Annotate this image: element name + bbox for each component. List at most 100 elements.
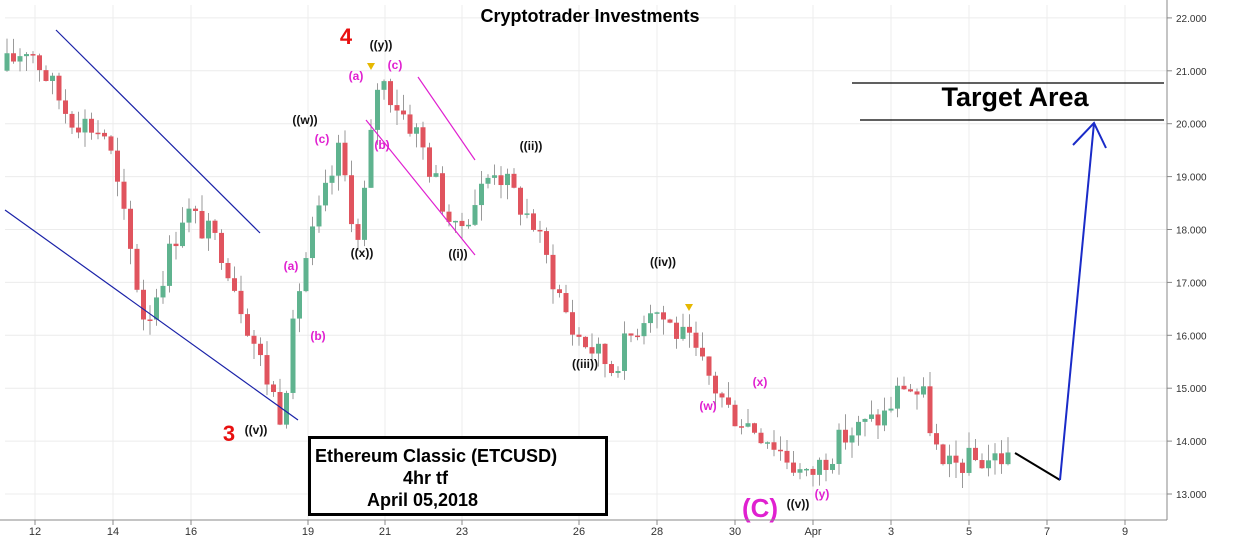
bear-candle — [557, 289, 562, 294]
bull-candle — [1005, 452, 1011, 465]
bear-candle — [875, 414, 881, 426]
bear-candle — [43, 70, 49, 81]
bear-candle — [544, 231, 549, 255]
y-tick-label: 15.000 — [1176, 384, 1207, 395]
bear-candle — [388, 81, 393, 106]
bear-candle — [934, 433, 939, 445]
bear-candle — [674, 322, 679, 339]
bear-candle — [245, 314, 250, 336]
bear-candle — [232, 278, 237, 291]
bear-candle — [355, 224, 361, 240]
wave-label: (x) — [753, 375, 768, 389]
info-box: Ethereum Classic (ETCUSD) 4hr tf April 0… — [308, 436, 608, 516]
wave-label: ((ii)) — [520, 139, 543, 153]
bear-candle — [693, 332, 699, 348]
bull-candle — [297, 291, 302, 319]
bear-candle — [589, 347, 595, 354]
x-tick-label: 9 — [1122, 526, 1128, 538]
wave-label: (w) — [699, 399, 716, 413]
y-tick-label: 17.000 — [1176, 278, 1207, 289]
bull-candle — [329, 175, 335, 183]
wave-labels: 3 4 (C) ((v)) ((w)) ((x)) ((y)) ((i)) ((ii)) ((ii… — [223, 24, 829, 523]
wave-label: (b) — [374, 138, 389, 152]
bear-candle — [193, 208, 198, 211]
x-tick-label: 30 — [729, 526, 741, 538]
wave-label: ((v)) — [787, 497, 810, 511]
bear-candle — [264, 355, 270, 385]
axes: 13.000 14.000 15.000 16.000 17.000 18.000 19.0… — [0, 0, 1207, 538]
bear-candle — [238, 290, 244, 315]
bear-candle — [212, 220, 218, 233]
bear-candle — [30, 54, 36, 56]
bear-candle — [576, 334, 582, 337]
bull-candle — [888, 408, 894, 411]
bull-candle — [180, 222, 185, 247]
bull-candle — [615, 370, 621, 374]
bear-candle — [199, 210, 205, 239]
bull-candle — [992, 453, 998, 461]
bear-candle — [778, 449, 783, 452]
y-tick-label: 20.000 — [1176, 120, 1207, 131]
bear-candle — [11, 53, 16, 62]
bull-candle — [869, 414, 874, 419]
bull-candle — [830, 463, 835, 470]
bear-candle — [791, 462, 796, 473]
wave-label: (b) — [310, 329, 325, 343]
arrow-head — [1072, 121, 1107, 149]
bull-candle — [206, 220, 211, 239]
bear-candle — [446, 211, 452, 222]
bull-candle — [17, 56, 23, 62]
wave-label: (c) — [388, 58, 403, 72]
info-timeframe: 4hr tf — [403, 468, 448, 488]
projection-rise-arrow — [1059, 122, 1095, 481]
bear-candle — [258, 343, 263, 356]
bear-candle — [518, 187, 523, 215]
bull-candle — [414, 127, 419, 134]
bull-candle — [381, 81, 387, 90]
x-tick-label: 23 — [456, 526, 468, 538]
bear-candle — [758, 432, 764, 444]
bull-candle — [745, 423, 751, 427]
chart-title: Cryptotrader Investments — [480, 6, 700, 26]
y-tick-label: 21.000 — [1176, 67, 1207, 78]
info-date: April 05,2018 — [367, 490, 479, 510]
bear-candle — [784, 450, 790, 463]
bear-candle — [128, 208, 133, 249]
bear-candle — [401, 110, 406, 115]
bear-candle — [843, 429, 848, 443]
target-area-label: Target Area — [941, 82, 1089, 112]
bear-candle — [115, 150, 120, 182]
bull-candle — [167, 243, 172, 286]
marker-triangle — [367, 63, 375, 70]
bull-candle — [433, 173, 439, 177]
bear-candle — [271, 384, 276, 393]
x-tick-label: 19 — [302, 526, 314, 538]
bear-candle — [420, 127, 426, 148]
bear-candle — [661, 312, 666, 320]
bear-candle — [342, 142, 348, 176]
bull-candle — [316, 205, 322, 227]
bull-candle — [836, 429, 842, 464]
bear-candle — [713, 375, 718, 394]
bull-candle — [453, 220, 458, 223]
projection-drop-line — [1014, 452, 1061, 481]
bear-candle — [570, 312, 575, 335]
bull-candle — [310, 226, 315, 259]
bear-candle — [141, 289, 146, 320]
minor-channel-upper-line — [417, 76, 476, 161]
wave-label: (y) — [815, 487, 830, 501]
bull-candle — [303, 258, 309, 292]
bear-candle — [706, 356, 712, 376]
bull-candle — [160, 285, 166, 298]
bull-candle — [862, 418, 868, 422]
y-tick-label: 19.000 — [1176, 173, 1207, 184]
bull-candle — [648, 313, 653, 324]
y-tick-label: 22.000 — [1176, 14, 1207, 25]
bear-candle — [550, 254, 556, 290]
bear-candle — [628, 333, 634, 336]
bear-candle — [667, 319, 673, 323]
wave-label: ((iv)) — [650, 255, 676, 269]
bear-candle — [440, 173, 445, 212]
bear-candle — [134, 248, 140, 290]
y-tick-label: 16.000 — [1176, 331, 1207, 342]
